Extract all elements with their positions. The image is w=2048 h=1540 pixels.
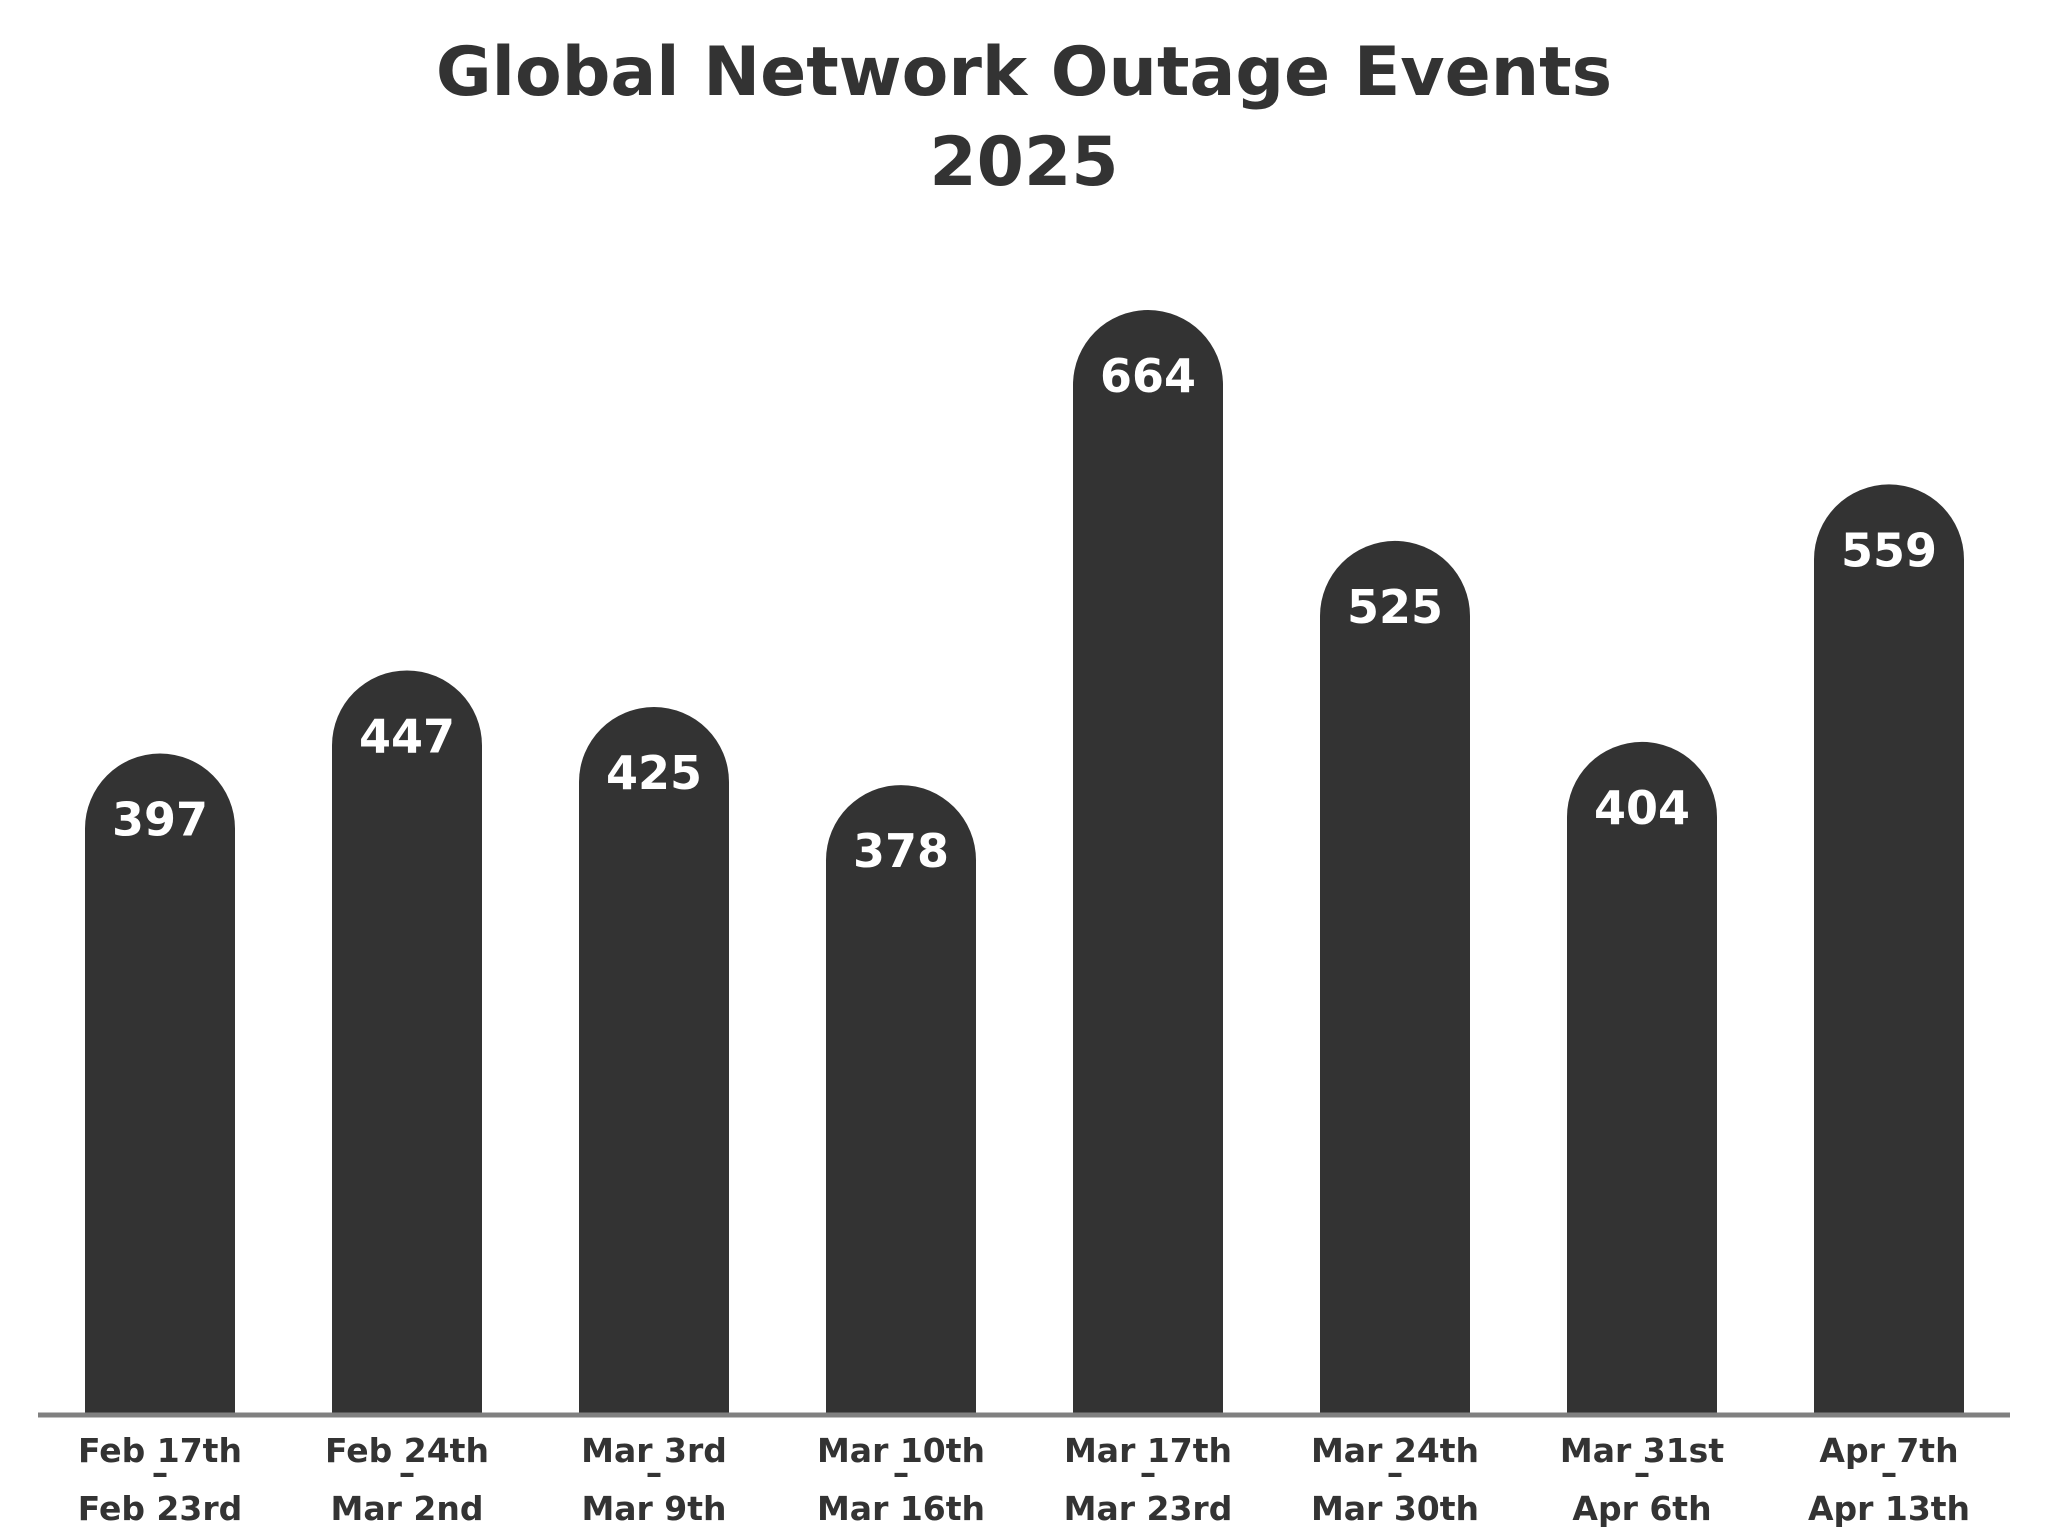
x-tick-label-4-line-1: – bbox=[1140, 1453, 1157, 1492]
x-tick-label-6-line-1: – bbox=[1634, 1453, 1651, 1492]
x-tick-label-5-line-1: – bbox=[1387, 1453, 1404, 1492]
bar-5 bbox=[1320, 540, 1470, 1413]
chart-title: Global Network Outage Events bbox=[436, 33, 1612, 112]
bar-2 bbox=[579, 707, 729, 1413]
value-label-2: 425 bbox=[606, 746, 702, 800]
value-label-1: 447 bbox=[359, 709, 455, 763]
bar-6 bbox=[1567, 741, 1717, 1413]
value-label-6: 404 bbox=[1594, 781, 1690, 835]
x-tick-label-3-line-2: Mar 16th bbox=[817, 1489, 985, 1528]
x-tick-label-7-line-0: Apr 7th bbox=[1819, 1431, 1958, 1470]
value-label-0: 397 bbox=[112, 793, 208, 847]
x-tick-label-3-line-0: Mar 10th bbox=[817, 1431, 985, 1470]
x-tick-label-5-line-0: Mar 24th bbox=[1311, 1431, 1479, 1470]
x-tick-label-6-line-2: Apr 6th bbox=[1572, 1489, 1711, 1528]
x-tick-label-2-line-2: Mar 9th bbox=[581, 1489, 726, 1528]
bar-4 bbox=[1073, 310, 1223, 1413]
value-label-3: 378 bbox=[853, 824, 949, 878]
x-tick-label-2-line-1: – bbox=[646, 1453, 663, 1492]
chart-subtitle: 2025 bbox=[929, 123, 1118, 202]
bar-0 bbox=[85, 753, 235, 1413]
x-tick-label-1-line-2: Mar 2nd bbox=[331, 1489, 484, 1528]
x-tick-label-1-line-1: – bbox=[399, 1453, 416, 1492]
value-label-7: 559 bbox=[1841, 523, 1937, 577]
x-tick-label-0-line-0: Feb 17th bbox=[78, 1431, 242, 1470]
value-label-5: 525 bbox=[1347, 580, 1443, 634]
bars-group bbox=[85, 310, 1964, 1413]
x-tick-label-2-line-0: Mar 3rd bbox=[581, 1431, 727, 1470]
bar-7 bbox=[1814, 484, 1964, 1413]
value-labels-group: 397 447 425 378 664 525 404 559 bbox=[112, 349, 1937, 878]
x-tick-label-3-line-1: – bbox=[893, 1453, 910, 1492]
x-tick-label-6-line-0: Mar 31st bbox=[1560, 1431, 1724, 1470]
x-tick-label-7-line-2: Apr 13th bbox=[1808, 1489, 1970, 1528]
x-tick-label-0-line-2: Feb 23rd bbox=[78, 1489, 243, 1528]
bar-3 bbox=[826, 785, 976, 1413]
x-tick-label-5-line-2: Mar 30th bbox=[1311, 1489, 1479, 1528]
x-tick-label-0-line-1: – bbox=[152, 1453, 169, 1492]
x-tick-label-4-line-0: Mar 17th bbox=[1064, 1431, 1232, 1470]
x-tick-label-7-line-1: – bbox=[1881, 1453, 1898, 1492]
value-label-4: 664 bbox=[1100, 349, 1196, 403]
x-tick-label-1-line-0: Feb 24th bbox=[325, 1431, 489, 1470]
bar-1 bbox=[332, 670, 482, 1413]
x-tick-label-4-line-2: Mar 23rd bbox=[1064, 1489, 1233, 1528]
